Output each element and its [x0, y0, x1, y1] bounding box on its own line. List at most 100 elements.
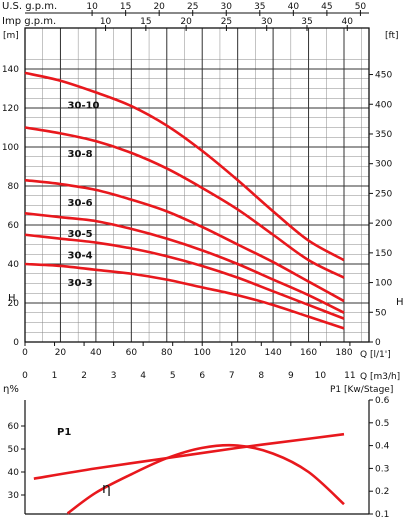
head-curves [24, 71, 345, 330]
x-tick-label: 100 [194, 348, 211, 358]
eta-tick-label: 30 [8, 491, 20, 501]
x2-tick-label: 1 [52, 371, 58, 381]
curve-30-5 [24, 212, 345, 314]
imp-gpm-tick-label: 40 [342, 17, 354, 27]
y-right-tick-label: 100 [375, 279, 392, 289]
y-right-tick-label: 350 [375, 130, 392, 140]
y-left-tick-label: 60 [8, 221, 20, 231]
x-tick-label: 40 [90, 348, 102, 358]
x-tick-label: 140 [265, 348, 282, 358]
plot-frame [24, 27, 370, 343]
x-tick-label: 120 [229, 348, 246, 358]
us-gpm-tick-label: 30 [221, 2, 233, 12]
us-gpm-tick-label: 10 [86, 2, 98, 12]
curve-label-30-8: 30-8 [68, 149, 93, 160]
x2-axis-label: Q [m3/h] [360, 372, 400, 382]
curve-30-6 [24, 178, 345, 303]
y-left-tick-label: 140 [2, 65, 19, 75]
x2-tick-label: 0 [22, 371, 28, 381]
us-gpm-tick-label: 20 [153, 2, 165, 12]
y-left-tick-label: 0 [13, 338, 19, 348]
us-gpm-tick-label: 45 [321, 2, 332, 12]
x2-tick-label: 7 [229, 371, 235, 381]
x2-tick-label: 5 [170, 371, 176, 381]
curve-label-30-10: 30-10 [68, 100, 100, 111]
us-gpm-tick-label: 15 [120, 2, 131, 12]
p1-tick-label: 0.5 [375, 419, 389, 429]
us-gpm-axis-label: U.S. g.p.m. [2, 1, 57, 12]
y-left-tick-label: 100 [2, 143, 19, 153]
curve-label-30-4: 30-4 [68, 251, 93, 262]
curve-labels: 30-10 30-8 30-6 30-5 30-4 30-3 [68, 100, 100, 288]
y-left-label: H [8, 293, 16, 304]
p1-series-label: P1 [57, 427, 71, 438]
x-tick-label: 80 [161, 348, 173, 358]
x2-tick-label: 10 [315, 371, 327, 381]
imp-gpm-tick-label: 25 [221, 17, 232, 27]
x-tick-label: 20 [55, 348, 67, 358]
imp-gpm-tick-label: 30 [261, 17, 273, 27]
x-tick-label: 60 [126, 348, 138, 358]
main-tick-labels: 0 20 40 60 80 100 120 140 160 180 0 1 2 3 4 5 6 7 8 9 10 11 0 2… [2, 65, 393, 381]
curve-label-30-3: 30-3 [68, 278, 93, 289]
curve-30-4 [24, 233, 345, 320]
y-right-tick-label: 400 [375, 100, 392, 110]
curve-eta [66, 443, 345, 515]
curve-label-30-5: 30-5 [68, 229, 93, 240]
x-tick-label: 180 [335, 348, 352, 358]
us-gpm-tick-label: 50 [355, 2, 367, 12]
y-left-tick-label: 40 [8, 260, 20, 270]
x2-tick-label: 11 [344, 371, 355, 381]
x2-tick-label: 3 [111, 371, 117, 381]
y-left-tick-label: 120 [2, 104, 19, 114]
y-right-tick-label: 150 [375, 249, 392, 259]
y-right-tick-label: 50 [375, 308, 387, 318]
p1-tick-label: 0.2 [375, 487, 389, 497]
x2-tick-label: 4 [140, 371, 146, 381]
p1-axis-label: P1 [Kw/Stage] [330, 385, 393, 395]
x2-tick-label: 8 [258, 371, 264, 381]
imp-gpm-axis-label: Imp g.p.m. [2, 16, 56, 27]
us-gpm-tick-label: 35 [254, 2, 265, 12]
x2-tick-label: 9 [288, 371, 294, 381]
curve-30-8 [24, 126, 345, 279]
p1-tick-label: 0.3 [375, 464, 389, 474]
efficiency-power-curves: P1 η [33, 427, 345, 515]
y-right-tick-label: 450 [375, 71, 392, 81]
y-left-tick-label: 20 [8, 299, 20, 309]
curve-label-30-6: 30-6 [68, 198, 93, 209]
us-gpm-tick-label: 40 [288, 2, 300, 12]
p1-tick-label: 0.4 [375, 442, 390, 452]
imp-gpm-tick-label: 10 [100, 17, 112, 27]
y-right-unit: [ft] [385, 31, 399, 41]
y-right-tick-label: 250 [375, 189, 392, 199]
main-grid [24, 27, 370, 343]
x-axis-label: Q [l/1'] [360, 350, 391, 360]
eta-tick-label: 50 [8, 445, 20, 455]
eta-series-label: η [102, 481, 111, 497]
y-right-tick-label: 0 [375, 338, 381, 348]
curve-30-3 [24, 262, 345, 330]
y-left-tick-label: 80 [8, 182, 20, 192]
imp-gpm-tick-label: 15 [140, 17, 151, 27]
us-gpm-tick-label: 25 [187, 2, 198, 12]
eta-tick-label: 40 [8, 468, 20, 478]
y-right-label: H [396, 297, 404, 308]
p1-tick-label: 0.6 [375, 396, 390, 406]
eta-tick-label: 60 [8, 422, 20, 432]
x-tick-label: 0 [22, 348, 28, 358]
y-right-tick-label: 200 [375, 219, 392, 229]
x-tick-label: 160 [300, 348, 317, 358]
p1-tick-label: 0.1 [375, 510, 389, 520]
eta-axis-label: η% [3, 384, 19, 395]
x2-tick-label: 2 [81, 371, 87, 381]
y-left-unit: [m] [3, 31, 19, 41]
y-right-tick-label: 300 [375, 160, 392, 170]
lower-axes: 30 40 50 60 0.1 0.2 0.3 0.4 0.5 0.6 [8, 396, 390, 520]
curve-30-10 [24, 71, 345, 262]
imp-gpm-tick-label: 20 [180, 17, 192, 27]
x2-tick-label: 6 [199, 371, 205, 381]
curve-p1 [33, 432, 345, 480]
